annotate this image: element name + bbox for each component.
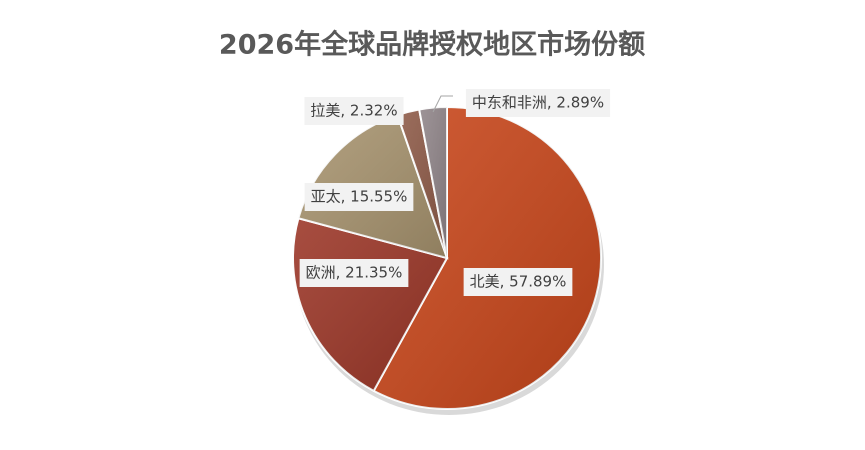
label-box: [465, 89, 611, 117]
leader-line: [432, 95, 453, 113]
label-box: [304, 183, 414, 211]
pie: [292, 105, 602, 410]
data-label: 中东和非洲, 2.89%: [465, 89, 611, 117]
data-label: 欧洲, 21.35%: [299, 259, 409, 287]
label-text: 拉美, 2.32%: [310, 102, 397, 120]
label-box: [304, 97, 404, 125]
labels: 北美, 57.89% 欧洲, 21.35% 亚太, 15.55% 拉美, 2.32% 中…: [299, 89, 611, 296]
label-box: [299, 259, 409, 287]
chart-title: 2026年全球品牌授权地区市场份额: [219, 29, 645, 61]
data-label: 拉美, 2.32%: [304, 97, 404, 125]
label-box: [463, 268, 573, 296]
label-text: 亚太, 15.55%: [311, 188, 408, 206]
data-label: 北美, 57.89%: [463, 268, 573, 296]
label-text: 北美, 57.89%: [470, 273, 567, 291]
data-label: 亚太, 15.55%: [304, 183, 414, 211]
label-text: 欧洲, 21.35%: [306, 264, 403, 282]
label-text: 中东和非洲, 2.89%: [472, 94, 604, 112]
